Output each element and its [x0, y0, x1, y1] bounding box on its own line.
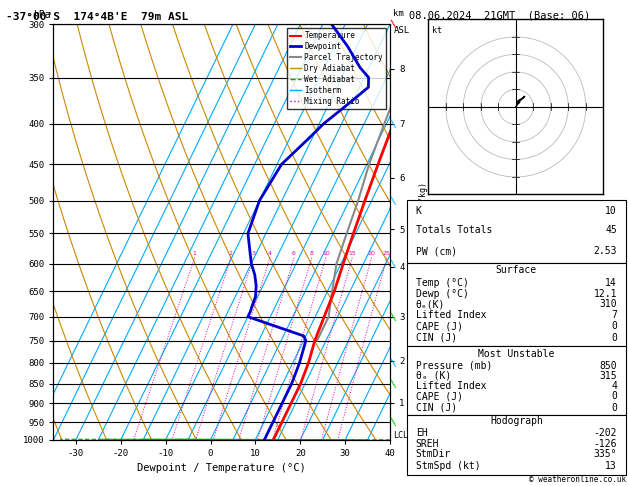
Text: θₑ(K): θₑ(K): [416, 299, 445, 310]
Text: 6: 6: [292, 251, 296, 256]
Text: Mixing Ratio  (g/kg): Mixing Ratio (g/kg): [419, 182, 428, 282]
Text: /: /: [389, 196, 399, 206]
Text: /: /: [389, 417, 399, 427]
Text: K: K: [416, 206, 421, 216]
Text: ASL: ASL: [393, 26, 409, 35]
X-axis label: Dewpoint / Temperature (°C): Dewpoint / Temperature (°C): [137, 464, 306, 473]
Text: hPa: hPa: [33, 10, 51, 20]
Text: © weatheronline.co.uk: © weatheronline.co.uk: [529, 474, 626, 484]
Text: 13: 13: [605, 462, 617, 471]
Text: Surface: Surface: [496, 265, 537, 275]
Text: /: /: [389, 259, 399, 268]
Legend: Temperature, Dewpoint, Parcel Trajectory, Dry Adiabat, Wet Adiabat, Isotherm, Mi: Temperature, Dewpoint, Parcel Trajectory…: [287, 28, 386, 109]
Text: 1: 1: [192, 251, 197, 256]
Text: 14: 14: [605, 278, 617, 288]
Text: -126: -126: [594, 439, 617, 449]
Text: StmDir: StmDir: [416, 450, 451, 459]
Text: CAPE (J): CAPE (J): [416, 391, 463, 401]
Text: θₑ (K): θₑ (K): [416, 371, 451, 381]
Text: Dewp (°C): Dewp (°C): [416, 289, 469, 298]
Text: SREH: SREH: [416, 439, 439, 449]
Text: 15: 15: [348, 251, 356, 256]
Text: CIN (J): CIN (J): [416, 333, 457, 343]
Text: /: /: [389, 312, 399, 322]
Text: 12.1: 12.1: [594, 289, 617, 298]
Bar: [407, 262, 626, 347]
Text: 850: 850: [599, 361, 617, 370]
Text: -202: -202: [594, 428, 617, 438]
Text: Totals Totals: Totals Totals: [416, 225, 492, 235]
Text: LCL: LCL: [393, 431, 408, 440]
Text: 10: 10: [322, 251, 330, 256]
Text: PW (cm): PW (cm): [416, 246, 457, 256]
Text: 310: 310: [599, 299, 617, 310]
Text: 0: 0: [611, 333, 617, 343]
Text: 8: 8: [310, 251, 314, 256]
Text: Temp (°C): Temp (°C): [416, 278, 469, 288]
Text: 3: 3: [252, 251, 255, 256]
Text: StmSpd (kt): StmSpd (kt): [416, 462, 481, 471]
Text: CIN (J): CIN (J): [416, 403, 457, 413]
Text: 0: 0: [611, 391, 617, 401]
Text: /: /: [389, 358, 399, 367]
Bar: [407, 347, 626, 415]
Text: 0: 0: [611, 321, 617, 331]
Text: /: /: [389, 19, 399, 29]
Text: 25: 25: [383, 251, 391, 256]
Text: Lifted Index: Lifted Index: [416, 381, 486, 391]
Text: /: /: [389, 379, 399, 388]
Text: Pressure (mb): Pressure (mb): [416, 361, 492, 370]
Text: 2: 2: [229, 251, 233, 256]
Text: Most Unstable: Most Unstable: [478, 349, 555, 359]
Text: 4: 4: [611, 381, 617, 391]
Text: 315: 315: [599, 371, 617, 381]
Text: 08.06.2024  21GMT  (Base: 06): 08.06.2024 21GMT (Base: 06): [409, 11, 590, 21]
Bar: [407, 415, 626, 475]
Text: EH: EH: [416, 428, 428, 438]
Text: /: /: [389, 119, 399, 128]
Text: -37°00'S  174°4B'E  79m ASL: -37°00'S 174°4B'E 79m ASL: [6, 12, 189, 22]
Text: CAPE (J): CAPE (J): [416, 321, 463, 331]
Text: Lifted Index: Lifted Index: [416, 311, 486, 320]
Text: 7: 7: [611, 311, 617, 320]
Text: 2.53: 2.53: [594, 246, 617, 256]
Text: Hodograph: Hodograph: [490, 417, 543, 426]
Text: km: km: [393, 9, 404, 18]
Text: 10: 10: [605, 206, 617, 216]
Text: 0: 0: [611, 403, 617, 413]
Text: 45: 45: [605, 225, 617, 235]
Text: kt: kt: [431, 26, 442, 35]
Text: 20: 20: [368, 251, 376, 256]
Bar: [407, 200, 626, 262]
Text: 335°: 335°: [594, 450, 617, 459]
Text: 4: 4: [268, 251, 272, 256]
